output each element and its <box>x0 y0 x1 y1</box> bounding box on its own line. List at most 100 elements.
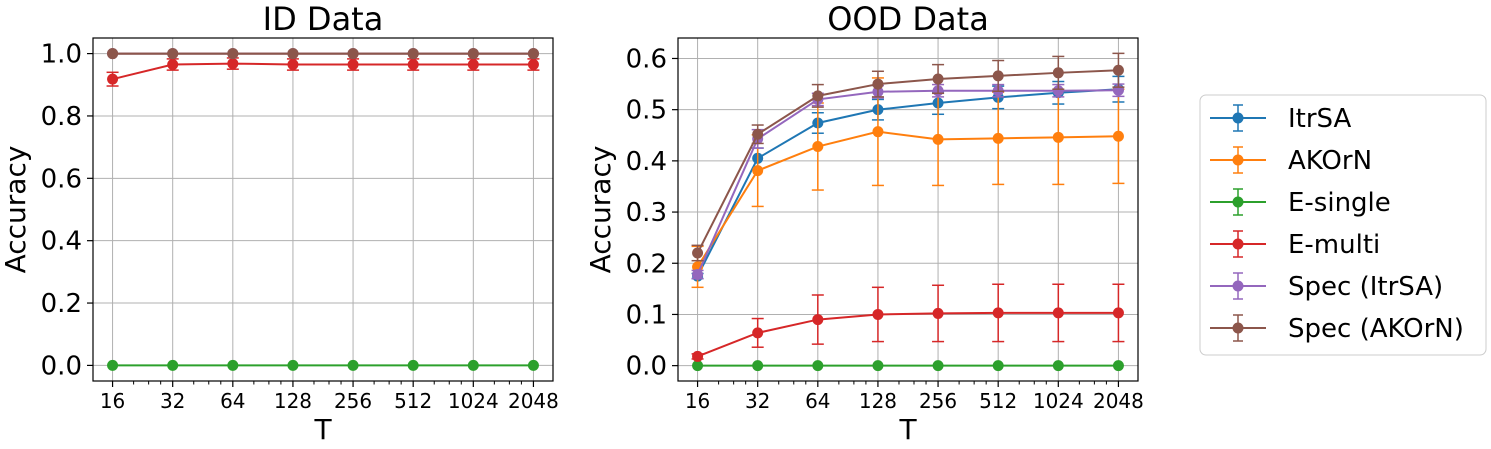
chart-title: OOD Data <box>827 0 989 38</box>
y-axis-label: Accuracy <box>0 146 32 274</box>
data-point <box>992 307 1004 319</box>
series-spec-itrsa <box>691 83 1125 281</box>
id-data-panel: 16 32 64 128 256 512 1024 2048 0.0 0.2 0.4 0.6 0.8 1.… <box>0 0 559 446</box>
data-point <box>227 58 239 70</box>
x-tick-label: 256 <box>919 389 957 413</box>
legend-item: AKOrN <box>1210 146 1372 176</box>
data-point <box>932 73 944 85</box>
y-tick-label: 0.3 <box>626 198 667 228</box>
data-point <box>692 247 704 259</box>
x-tick-label: 64 <box>805 389 830 413</box>
series-spec-akorn <box>107 48 539 60</box>
y-tick-label: 1.0 <box>41 40 82 70</box>
x-tick-label: 512 <box>979 389 1017 413</box>
data-point <box>107 48 119 60</box>
data-point <box>407 48 419 60</box>
data-point <box>692 269 704 281</box>
data-point <box>932 133 944 145</box>
x-tick-label: 2048 <box>508 389 559 413</box>
legend: ItrSA AKOrN E-single E-multi Spec (ItrSA) Spe… <box>1199 94 1487 356</box>
ood-data-panel: 16 32 64 128 256 512 1024 2048 0.0 0.1 0.2 0.3 0.4 0.… <box>584 0 1144 446</box>
chart-title: ID Data <box>263 0 384 38</box>
data-point <box>1052 85 1064 97</box>
data-point <box>872 360 884 372</box>
legend-item: ItrSA <box>1210 104 1352 134</box>
y-tick-label: 0.0 <box>41 351 82 381</box>
data-point <box>752 165 764 177</box>
x-axis-label: T <box>898 413 917 446</box>
legend-box <box>1199 94 1487 356</box>
legend-marker <box>1232 322 1244 334</box>
data-point <box>812 314 824 326</box>
x-tick-label: 16 <box>100 389 125 413</box>
legend-marker <box>1232 280 1244 292</box>
legend-marker <box>1232 154 1244 166</box>
legend-label: Spec (AKOrN) <box>1288 314 1464 344</box>
data-point <box>812 141 824 153</box>
legend-label: E-single <box>1288 188 1391 218</box>
data-point <box>932 360 944 372</box>
x-tick-label: 128 <box>859 389 897 413</box>
legend-marker <box>1232 238 1244 250</box>
data-point <box>752 128 764 140</box>
y-tick-label: 0.4 <box>41 227 82 257</box>
data-point <box>1052 67 1064 79</box>
series-e-multi <box>106 57 540 87</box>
x-tick-label: 16 <box>685 389 710 413</box>
data-point <box>1112 307 1124 319</box>
y-tick-label: 0.1 <box>626 300 667 330</box>
data-point <box>992 360 1004 372</box>
series-line <box>696 88 1119 277</box>
data-point <box>107 73 119 85</box>
legend-label: Spec (ItrSA) <box>1288 272 1443 302</box>
series-line <box>696 89 1119 275</box>
data-point <box>932 307 944 319</box>
legend-label: E-multi <box>1288 230 1380 260</box>
data-point <box>1112 130 1124 142</box>
data-point <box>467 359 479 371</box>
data-point <box>287 59 299 71</box>
y-axis-label: Accuracy <box>584 146 617 274</box>
y-tick-label: 0.4 <box>626 147 667 177</box>
data-point <box>167 359 179 371</box>
data-point <box>752 360 764 372</box>
data-point <box>227 48 239 60</box>
data-point <box>812 360 824 372</box>
series-line <box>696 69 1119 254</box>
legend-marker <box>1232 112 1244 124</box>
data-point <box>692 350 704 362</box>
data-point <box>167 48 179 60</box>
x-tick-label: 1024 <box>448 389 499 413</box>
legend-item: E-multi <box>1210 230 1380 260</box>
data-point <box>467 48 479 60</box>
data-point <box>692 360 704 372</box>
plot-frame <box>677 37 1139 382</box>
x-tick-label: 64 <box>220 389 245 413</box>
data-point <box>407 359 419 371</box>
data-point <box>872 78 884 90</box>
x-tick-label: 512 <box>394 389 432 413</box>
data-point <box>107 359 119 371</box>
data-point <box>872 126 884 138</box>
data-point <box>527 359 539 371</box>
y-tick-label: 0.0 <box>626 352 667 382</box>
data-point <box>347 359 359 371</box>
data-point <box>167 59 179 71</box>
data-point <box>872 308 884 320</box>
legend-item: Spec (ItrSA) <box>1210 272 1443 302</box>
x-tick-label: 32 <box>745 389 770 413</box>
x-tick-label: 1024 <box>1033 389 1084 413</box>
legend-item: E-single <box>1210 188 1391 218</box>
data-point <box>467 59 479 71</box>
data-point <box>287 359 299 371</box>
data-point <box>227 359 239 371</box>
y-tick-label: 0.6 <box>626 44 667 74</box>
y-tick-label: 0.2 <box>626 249 667 279</box>
data-point <box>992 70 1004 82</box>
series-e-multi <box>691 283 1125 362</box>
data-point <box>1052 307 1064 319</box>
y-tick-label: 0.6 <box>41 164 82 194</box>
legend-item: Spec (AKOrN) <box>1210 314 1464 344</box>
